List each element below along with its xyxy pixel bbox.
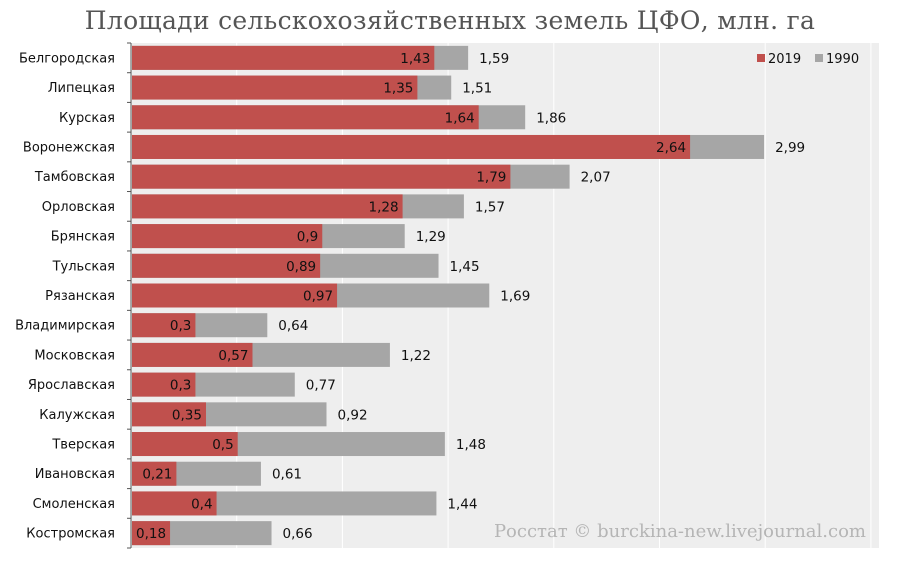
data-label-1990: 2,07 [581, 170, 611, 186]
category-label: Ярославская [28, 378, 115, 393]
data-label-2019: 1,43 [400, 51, 430, 67]
data-label-2019: 1,28 [369, 199, 399, 215]
category-label: Рязанская [45, 289, 115, 304]
bar-2019 [132, 461, 177, 486]
category-label: Ивановская [35, 467, 115, 482]
category-label: Курская [59, 111, 115, 126]
bar-2019 [132, 432, 238, 457]
data-label-1990: 1,45 [450, 259, 480, 275]
data-label-2019: 0,9 [297, 229, 318, 245]
legend-swatch-1990 [815, 54, 823, 62]
data-label-2019: 0,57 [218, 348, 248, 364]
data-label-1990: 0,77 [306, 378, 336, 394]
watermark: Росстат © burckina-new.livejournal.com [494, 521, 866, 542]
legend: 2019 1990 [757, 52, 859, 67]
bar-2019 [132, 105, 479, 130]
bar-2019 [132, 253, 321, 278]
category-label: Воронежская [23, 140, 115, 155]
category-label: Орловская [42, 200, 115, 215]
data-label-1990: 1,48 [456, 437, 486, 453]
bar-2019 [132, 283, 338, 308]
data-label-1990: 1,57 [475, 199, 505, 215]
category-label: Смоленская [33, 497, 115, 512]
category-label: Калужская [39, 408, 115, 423]
legend-label-1990: 1990 [826, 52, 859, 67]
data-label-2019: 0,5 [212, 437, 233, 453]
bar-2019 [132, 164, 511, 189]
data-label-1990: 1,29 [416, 229, 446, 245]
data-label-2019: 1,35 [383, 81, 413, 97]
data-label-2019: 0,89 [286, 259, 316, 275]
bar-2019 [132, 491, 217, 516]
category-label: Владимирская [15, 319, 115, 334]
bar-2019 [132, 521, 171, 546]
bar-2019 [132, 194, 403, 219]
data-label-1990: 0,66 [283, 526, 313, 542]
bar-2019 [132, 45, 435, 70]
data-label-1990: 0,64 [278, 318, 308, 334]
data-label-1990: 2,99 [775, 140, 805, 156]
category-label: Костромская [26, 527, 115, 542]
category-label: Тамбовская [34, 170, 115, 185]
legend-label-2019: 2019 [768, 52, 801, 67]
data-label-2019: 0,21 [142, 467, 172, 483]
data-label-1990: 0,92 [337, 407, 367, 423]
data-label-2019: 0,3 [170, 378, 191, 394]
data-label-2019: 1,79 [476, 170, 506, 186]
category-label: Брянская [51, 230, 115, 245]
data-label-2019: 0,97 [303, 289, 333, 305]
bar-2019 [132, 372, 196, 397]
data-label-2019: 0,3 [170, 318, 191, 334]
bar-2019 [132, 224, 323, 249]
data-label-2019: 1,64 [445, 110, 475, 126]
category-label: Тульская [52, 259, 115, 274]
data-label-2019: 0,18 [136, 526, 166, 542]
chart-title: Площади сельскохозяйственных земель ЦФО,… [84, 6, 816, 35]
bar-2019 [132, 342, 253, 367]
category-label: Московская [34, 348, 115, 363]
bar-2019 [132, 75, 418, 100]
category-label: Тверская [51, 438, 115, 453]
data-label-2019: 2,64 [656, 140, 686, 156]
category-label: Липецкая [48, 81, 115, 96]
data-label-1990: 1,59 [479, 51, 509, 67]
bar-2019 [132, 402, 206, 427]
data-label-1990: 1,22 [401, 348, 431, 364]
data-label-2019: 0,35 [172, 407, 202, 423]
bar-2019 [132, 134, 691, 159]
data-label-2019: 0,4 [191, 496, 212, 512]
data-label-1990: 1,69 [500, 289, 530, 305]
legend-swatch-2019 [757, 54, 765, 62]
data-label-1990: 0,61 [272, 467, 302, 483]
category-label: Белгородская [19, 51, 115, 66]
data-label-1990: 1,51 [462, 81, 492, 97]
data-label-1990: 1,44 [447, 496, 477, 512]
bar-2019 [132, 313, 196, 338]
data-label-1990: 1,86 [536, 110, 566, 126]
